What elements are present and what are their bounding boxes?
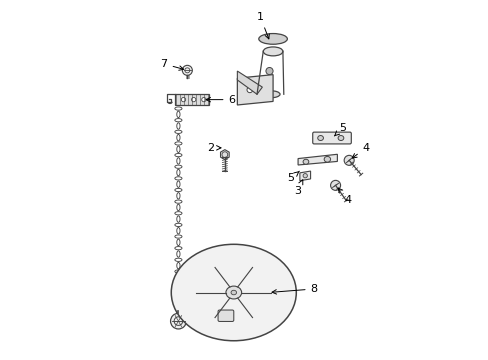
Ellipse shape [303, 159, 308, 164]
Circle shape [181, 98, 185, 102]
Text: 2: 2 [206, 143, 221, 153]
Circle shape [330, 180, 340, 190]
Ellipse shape [260, 91, 280, 98]
Ellipse shape [171, 244, 296, 341]
Circle shape [344, 156, 353, 165]
Ellipse shape [324, 157, 330, 162]
Circle shape [246, 87, 252, 93]
Circle shape [202, 98, 205, 102]
Text: 1: 1 [257, 13, 269, 39]
Ellipse shape [337, 135, 343, 140]
Text: 3: 3 [293, 180, 302, 196]
Ellipse shape [230, 290, 236, 295]
Circle shape [191, 98, 195, 102]
Ellipse shape [317, 135, 323, 140]
Text: 5: 5 [334, 123, 346, 136]
Text: 4: 4 [337, 188, 351, 204]
Polygon shape [237, 75, 272, 105]
Circle shape [170, 313, 186, 329]
Text: 5: 5 [287, 171, 299, 183]
Polygon shape [237, 71, 262, 94]
Ellipse shape [225, 286, 241, 299]
FancyBboxPatch shape [218, 310, 233, 321]
Circle shape [265, 67, 272, 75]
Text: 6: 6 [205, 95, 235, 105]
Polygon shape [298, 154, 337, 165]
Polygon shape [175, 94, 208, 105]
Text: 4: 4 [351, 143, 369, 158]
FancyBboxPatch shape [312, 132, 350, 144]
Polygon shape [220, 150, 229, 159]
Ellipse shape [263, 47, 283, 56]
Polygon shape [299, 171, 310, 181]
Ellipse shape [303, 174, 307, 178]
Circle shape [182, 65, 192, 75]
Text: 7: 7 [160, 59, 183, 70]
Text: 8: 8 [271, 284, 317, 294]
Ellipse shape [258, 33, 287, 44]
